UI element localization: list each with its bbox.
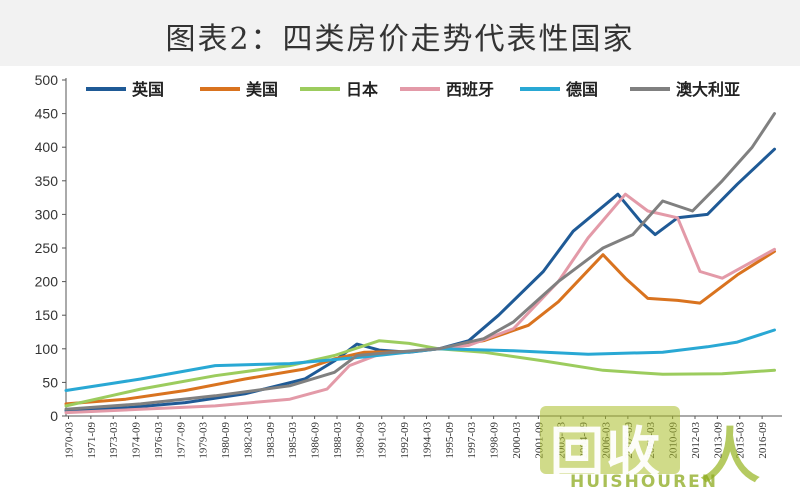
legend: 英国 美国 日本 西班牙 德国 澳大利亚 [86, 80, 740, 99]
x-tick-label-6: 1979-03 [198, 422, 210, 459]
y-tick-label-5: 250 [35, 240, 59, 256]
x-tick-label-11: 1986-09 [310, 422, 322, 459]
x-tick-label-3: 1974-09 [131, 422, 143, 459]
axes [65, 78, 782, 417]
x-tick-label-2: 1973-03 [108, 422, 120, 459]
x-tick-label-29: 2013-09 [712, 422, 724, 459]
x-tick-label-19: 1998-09 [489, 422, 501, 459]
x-tick-label-28: 2012-03 [690, 422, 702, 459]
y-tick-label-3: 150 [35, 307, 59, 323]
x-tick-label-12: 1988-03 [332, 422, 344, 459]
legend-label-5: 澳大利亚 [676, 80, 740, 99]
x-tick-label-23: 2004-09 [578, 422, 590, 459]
y-tick-label-1: 50 [42, 374, 58, 390]
x-tick-label-14: 1991-03 [377, 422, 389, 459]
x-tick-label-0: 1970-03 [63, 422, 75, 459]
title-band [0, 0, 800, 66]
x-tick-label-26: 2009-03 [645, 422, 657, 459]
x-tick-label-5: 1977-09 [175, 422, 187, 459]
legend-label-2: 日本 [346, 80, 378, 99]
y-tick-label-7: 350 [35, 173, 59, 189]
x-tick-label-1: 1971-09 [86, 422, 98, 459]
y-tick-label-4: 200 [35, 274, 59, 290]
x-tick-label-31: 2016-09 [757, 422, 769, 459]
series-line-4 [64, 328, 776, 392]
series-line-5 [64, 112, 776, 411]
legend-label-4: 德国 [566, 80, 598, 99]
x-tick-label-10: 1985-03 [287, 422, 299, 459]
legend-label-0: 英国 [131, 80, 164, 99]
x-tick-label-16: 1994-03 [421, 422, 433, 459]
chart-title: 图表2：四类房价走势代表性国家 [165, 22, 635, 57]
y-axis-ticks: 0 50 100 150 200 250 300 350 400 450 500 [35, 72, 66, 424]
y-tick-label-8: 400 [35, 139, 59, 155]
series-line-1 [64, 249, 776, 406]
x-tick-label-18: 1997-03 [466, 422, 478, 459]
x-tick-label-24: 2006-03 [600, 422, 612, 459]
y-tick-label-10: 500 [35, 72, 59, 88]
y-tick-label-9: 450 [35, 106, 59, 122]
x-tick-label-4: 1976-03 [153, 422, 165, 459]
series-lines [64, 112, 776, 415]
x-tick-label-13: 1989-09 [354, 422, 366, 459]
x-tick-label-20: 2000-03 [511, 422, 523, 459]
y-tick-label-6: 300 [35, 206, 59, 222]
x-tick-label-30: 2015-03 [735, 422, 747, 459]
x-tick-label-27: 2010-09 [668, 422, 680, 459]
x-axis-ticks: 1970-03 1971-09 1973-03 1974-09 1976-03 1977-… [63, 416, 769, 459]
series-line-3 [64, 192, 776, 415]
x-tick-label-8: 1982-03 [242, 422, 254, 459]
x-tick-label-7: 1980-09 [220, 422, 232, 459]
series-line-2 [64, 339, 776, 408]
x-tick-label-9: 1983-09 [265, 422, 277, 459]
x-tick-label-17: 1995-09 [444, 422, 456, 459]
series-line-0 [64, 147, 776, 413]
x-tick-label-15: 1992-09 [399, 422, 411, 459]
y-tick-label-2: 100 [35, 341, 59, 357]
x-tick-label-22: 2003-03 [556, 422, 568, 459]
legend-label-1: 美国 [246, 80, 278, 99]
legend-label-3: 西班牙 [446, 80, 494, 99]
x-tick-label-25: 2007-09 [623, 422, 635, 459]
x-tick-label-21: 2001-09 [533, 422, 545, 459]
y-tick-label-0: 0 [50, 408, 58, 424]
